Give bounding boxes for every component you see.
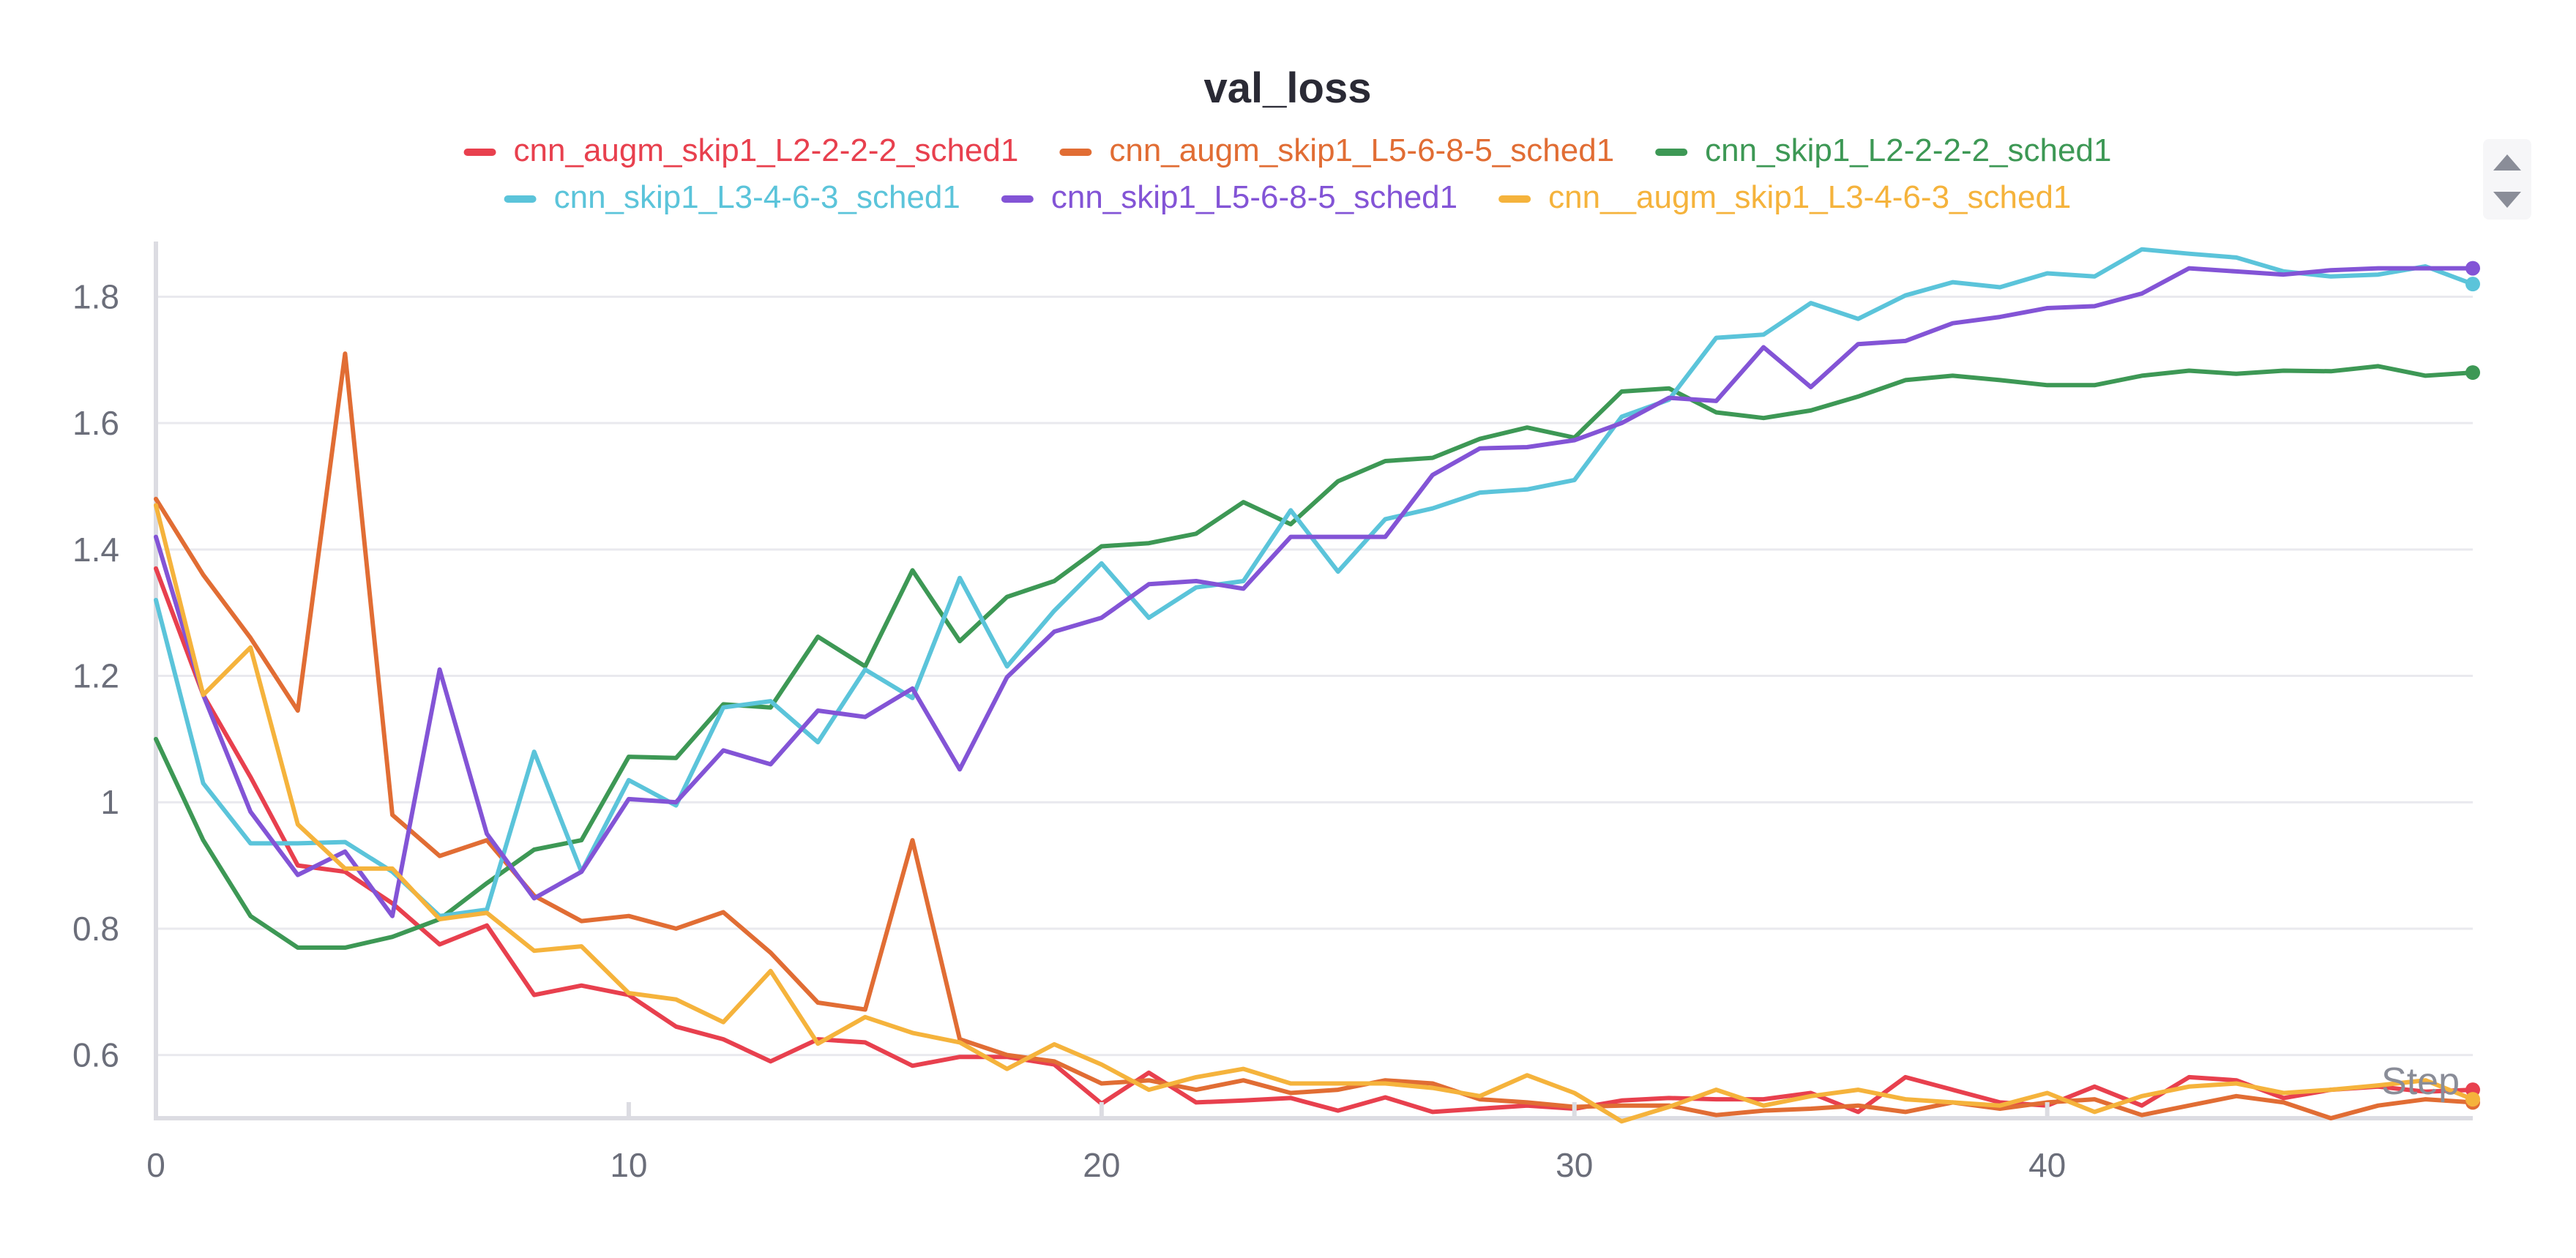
series-line-5 [154, 503, 2475, 1124]
x-tick-label: 40 [2028, 1146, 2066, 1184]
x-tick-label: 30 [1556, 1146, 1593, 1184]
y-axis-ticks: 0.6 0.8 1 1.2 1.4 1.6 1.8 [72, 277, 119, 1074]
legend-scroll-up-icon[interactable] [2493, 154, 2521, 171]
legend-label-5: cnn__augm_skip1_L3-4-6-3_sched1 [1548, 179, 2071, 215]
gridlines [156, 295, 2473, 1057]
axes [154, 242, 2473, 1120]
legend-swatch-4 [1001, 195, 1034, 203]
legend-scroll-controls[interactable] [2483, 139, 2531, 220]
y-tick-label: 1.4 [72, 531, 119, 569]
legend-swatch-5 [1498, 195, 1531, 203]
series-line-1 [154, 351, 2475, 1120]
series-lines [154, 247, 2480, 1124]
x-tick-label: 10 [610, 1146, 647, 1184]
x-axis-label: Step [2381, 1060, 2460, 1103]
legend-label-3: cnn_skip1_L3-4-6-3_sched1 [554, 179, 960, 215]
legend-swatch-0 [463, 149, 496, 156]
y-tick-label: 1.6 [72, 404, 119, 442]
series-line-3 [154, 247, 2475, 918]
series-line-4 [154, 266, 2475, 918]
legend-swatch-3 [504, 195, 537, 203]
series-line-0 [154, 566, 2475, 1115]
legend-label-4: cnn_skip1_L5-6-8-5_sched1 [1051, 179, 1457, 215]
series-end-point-3 [2465, 277, 2480, 292]
legend-swatch-1 [1059, 149, 1092, 156]
chart-title: val_loss [1204, 64, 1372, 112]
x-tick-label: 20 [1083, 1146, 1120, 1184]
x-axis-ticks: 0 10 20 30 40 [146, 1102, 2066, 1184]
legend-label-0: cnn_augm_skip1_L2-2-2-2_sched1 [514, 132, 1019, 168]
legend-swatch-2 [1655, 149, 1688, 156]
x-tick-label: 0 [146, 1146, 165, 1184]
series-line-2 [154, 364, 2475, 950]
series-end-point-5 [2465, 1092, 2480, 1107]
legend-scroll-down-icon[interactable] [2493, 192, 2521, 208]
y-tick-label: 0.6 [72, 1036, 119, 1074]
legend: cnn_augm_skip1_L2-2-2-2_sched1 cnn_augm_s… [463, 132, 2111, 215]
y-tick-label: 0.8 [72, 910, 119, 948]
y-tick-label: 1.8 [72, 277, 119, 315]
series-end-point-2 [2465, 365, 2480, 381]
legend-label-2: cnn_skip1_L2-2-2-2_sched1 [1705, 132, 2111, 168]
y-tick-label: 1.2 [72, 657, 119, 695]
legend-label-1: cnn_augm_skip1_L5-6-8-5_sched1 [1109, 132, 1614, 168]
y-tick-label: 1 [100, 783, 119, 821]
series-end-point-4 [2465, 261, 2480, 276]
